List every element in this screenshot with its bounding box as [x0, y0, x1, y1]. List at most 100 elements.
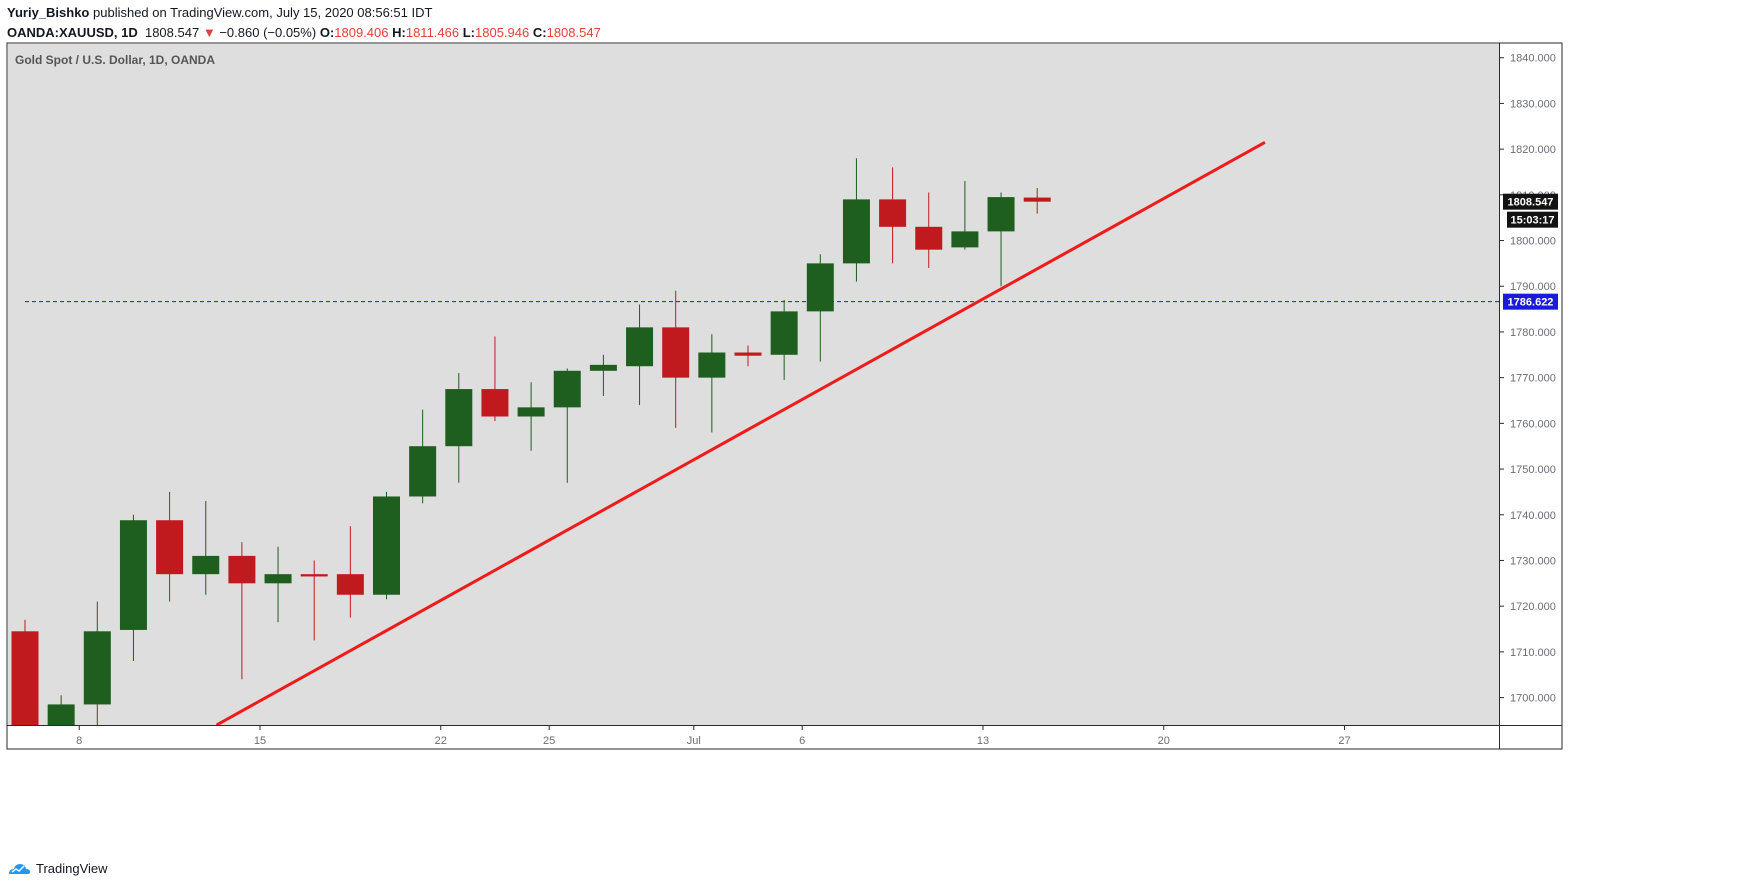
open-value: 1809.406 [334, 25, 389, 40]
candle[interactable] [481, 336, 509, 422]
candle[interactable] [373, 491, 400, 600]
candle-body [192, 555, 220, 575]
candle[interactable] [589, 354, 617, 396]
price-tick-label: 1710.000 [1510, 647, 1556, 659]
down-arrow-icon: ▼ [202, 25, 216, 40]
time-tick-label: 6 [799, 735, 805, 747]
price-tick-label: 1830.000 [1510, 98, 1556, 110]
candle-body [156, 520, 184, 575]
candle-body [409, 446, 437, 497]
high-label: H: [392, 25, 406, 40]
candle-body [770, 311, 798, 355]
chart-title: Gold Spot / U.S. Dollar, 1D, OANDA [15, 53, 215, 67]
price-tick-label: 1820.000 [1510, 144, 1556, 156]
low-label: L: [462, 25, 476, 40]
open-label: O: [319, 25, 335, 40]
price-tick-label: 1760.000 [1510, 418, 1556, 430]
candle-body [842, 199, 870, 264]
time-axis[interactable]: 8 15 22 25 Jul 6 13 20 27 [76, 725, 1351, 747]
candle-body [119, 520, 147, 630]
candle-body [589, 364, 617, 371]
candle[interactable] [662, 290, 690, 428]
candle[interactable] [951, 181, 979, 250]
time-tick-label: 25 [543, 735, 555, 747]
candle-body [626, 327, 654, 367]
candle[interactable] [879, 167, 907, 264]
price-tick-label: 1800.000 [1510, 236, 1556, 248]
candle-body [300, 574, 328, 577]
price-change: −0.860 (−0.05%) [219, 25, 317, 40]
candle[interactable] [11, 619, 39, 743]
candle[interactable] [192, 501, 220, 595]
candle-body [47, 704, 75, 725]
high-value: 1811.466 [405, 25, 460, 40]
last-price-badge-text: 1808.547 [1508, 197, 1554, 209]
last-price-badge [1503, 193, 1558, 210]
candle[interactable] [119, 514, 147, 662]
candle[interactable] [409, 409, 437, 504]
author-name[interactable]: Yuriy_Bishko [7, 5, 90, 20]
candle-body [373, 496, 400, 595]
candle-body [553, 370, 581, 408]
level-price-badge [1503, 293, 1558, 310]
candle-body [445, 389, 473, 447]
time-tick-label: 27 [1338, 735, 1350, 747]
plot-layer [11, 140, 1499, 743]
countdown-badge-text: 15:03:17 [1510, 215, 1554, 227]
candle[interactable] [770, 299, 798, 380]
candle-body [11, 631, 39, 725]
candle[interactable] [987, 192, 1015, 287]
candle[interactable] [553, 368, 581, 483]
tradingview-logo[interactable]: TradingView [7, 858, 108, 878]
countdown-badge [1507, 211, 1558, 228]
candle[interactable] [698, 334, 726, 433]
candle[interactable] [1023, 187, 1051, 214]
candle-body [1023, 197, 1051, 202]
candle-body [83, 631, 111, 705]
price-tick-label: 1700.000 [1510, 693, 1556, 705]
price-tick-label: 1730.000 [1510, 555, 1556, 567]
candle-body [228, 555, 256, 584]
candle[interactable] [445, 373, 473, 483]
candle[interactable] [264, 546, 292, 623]
candle-body [987, 197, 1015, 232]
candle-body [915, 226, 943, 250]
last-price: 1808.547 [144, 25, 200, 40]
candle[interactable] [734, 345, 762, 367]
symbol-label: OANDA:XAUUSD, 1D [7, 25, 138, 40]
candle-body [662, 327, 690, 378]
candle-body [734, 352, 762, 356]
time-tick-label: 13 [977, 735, 989, 747]
candle-body [264, 574, 292, 584]
time-tick-label: Jul [687, 735, 701, 747]
price-tick-label: 1770.000 [1510, 373, 1556, 385]
time-tick-label: 20 [1158, 735, 1170, 747]
candle[interactable] [336, 526, 364, 618]
candle[interactable] [228, 542, 256, 680]
price-tick-label: 1740.000 [1510, 510, 1556, 522]
level-price-badge-text: 1786.622 [1508, 297, 1554, 309]
candle[interactable] [47, 695, 75, 743]
candle[interactable] [806, 254, 834, 362]
trend-line[interactable] [215, 140, 1266, 725]
candle-body [481, 389, 509, 417]
candle[interactable] [626, 304, 654, 406]
candle[interactable] [915, 192, 943, 268]
time-tick-label: 15 [254, 735, 266, 747]
candle-body [806, 263, 834, 312]
plot-background [8, 44, 1499, 725]
candle[interactable] [156, 491, 184, 602]
candle-body [336, 574, 364, 595]
close-value: 1808.547 [546, 25, 601, 40]
price-tick-label: 1790.000 [1510, 281, 1556, 293]
candle[interactable] [83, 601, 111, 730]
candle[interactable] [517, 382, 545, 451]
candle-body [698, 352, 726, 378]
ohlc-line: OANDA:XAUUSD, 1D 1808.547 ▼ −0.860 (−0.0… [7, 25, 601, 40]
time-tick-label: 22 [435, 735, 447, 747]
candle[interactable] [842, 158, 870, 282]
price-tick-label: 1780.000 [1510, 327, 1556, 339]
price-tick-label: 1720.000 [1510, 601, 1556, 613]
candle[interactable] [300, 560, 328, 641]
